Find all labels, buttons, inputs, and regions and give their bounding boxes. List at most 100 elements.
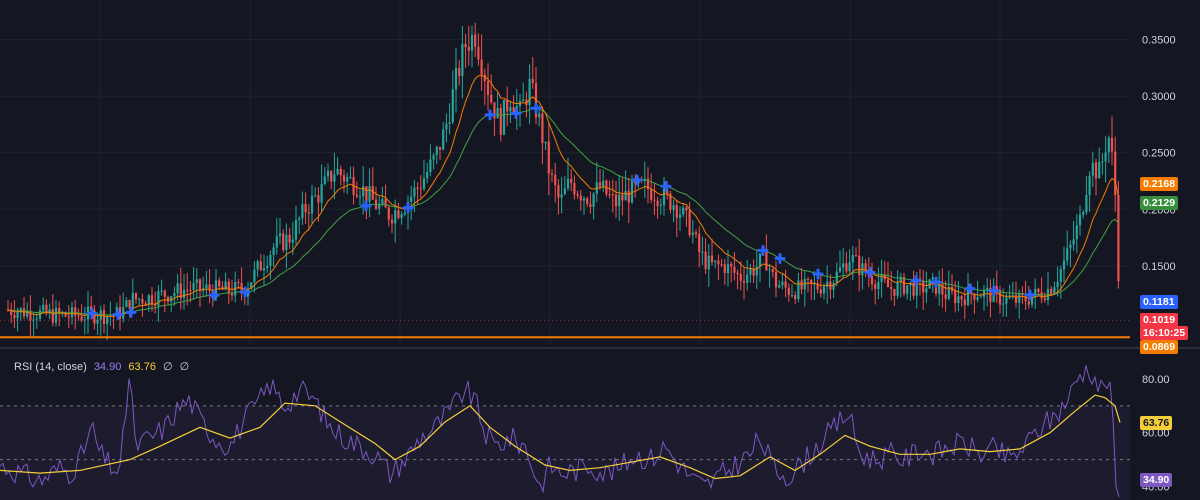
candle-body bbox=[826, 281, 829, 287]
candle-body bbox=[426, 171, 429, 179]
signal-marker[interactable] bbox=[988, 285, 1000, 297]
candle-body bbox=[726, 263, 730, 274]
candle-body bbox=[118, 307, 122, 319]
candle-body bbox=[931, 277, 934, 280]
signal-marker[interactable] bbox=[112, 308, 124, 320]
candle-body bbox=[870, 276, 874, 285]
candle-body bbox=[54, 308, 58, 323]
candle-body bbox=[326, 170, 330, 177]
candle-body bbox=[979, 296, 982, 298]
candle-body bbox=[541, 113, 544, 144]
signal-marker[interactable] bbox=[484, 109, 496, 121]
candle-body bbox=[333, 174, 336, 182]
candle-body bbox=[669, 193, 672, 210]
candle-body bbox=[838, 267, 842, 272]
signal-marker[interactable] bbox=[930, 276, 942, 288]
candle-body bbox=[502, 99, 506, 135]
candle-body bbox=[778, 285, 781, 288]
candle-body bbox=[707, 255, 710, 270]
candle-body bbox=[720, 264, 723, 266]
signal-marker[interactable] bbox=[402, 202, 414, 214]
candle-body bbox=[682, 207, 685, 215]
candle-body bbox=[509, 107, 512, 112]
candle-body bbox=[806, 278, 810, 280]
candle-body bbox=[765, 249, 768, 271]
candle-body bbox=[614, 194, 618, 207]
candle-body bbox=[618, 194, 621, 207]
horizontal-price-line[interactable] bbox=[0, 319, 1130, 339]
signal-marker[interactable] bbox=[864, 266, 876, 278]
candle-body bbox=[13, 314, 16, 319]
signal-marker[interactable] bbox=[774, 252, 786, 264]
signal-marker[interactable] bbox=[239, 286, 251, 298]
candle-body bbox=[128, 300, 131, 309]
signal-marker[interactable] bbox=[208, 289, 220, 301]
candle-body bbox=[963, 299, 966, 306]
candle-body bbox=[278, 233, 282, 237]
candle-body bbox=[573, 183, 576, 195]
signal-marker[interactable] bbox=[660, 180, 672, 192]
signal-marker[interactable] bbox=[964, 283, 976, 295]
candle-body bbox=[202, 288, 205, 291]
rsi-legend[interactable]: RSI (14, close) 34.90 63.76 ∅ ∅ bbox=[14, 360, 193, 373]
signal-marker[interactable] bbox=[631, 174, 643, 186]
candle-body bbox=[602, 180, 605, 187]
candle-body bbox=[816, 283, 819, 290]
candle-body bbox=[371, 186, 374, 200]
candle-body bbox=[45, 304, 48, 314]
candle-body bbox=[1014, 295, 1018, 303]
candle-body bbox=[106, 316, 109, 324]
candle-body bbox=[531, 78, 534, 84]
candle-body bbox=[1002, 303, 1005, 305]
candle-body bbox=[621, 194, 624, 201]
candle-body bbox=[74, 307, 77, 316]
candle-body bbox=[768, 269, 771, 271]
candle-body bbox=[250, 282, 253, 289]
candle-body bbox=[176, 283, 179, 294]
candle-body bbox=[1104, 152, 1107, 162]
price-candles bbox=[6, 22, 1120, 341]
candle-body bbox=[275, 236, 278, 248]
candle-body bbox=[611, 194, 614, 196]
candle-body bbox=[784, 281, 787, 288]
candle-body bbox=[845, 263, 848, 272]
candle-body bbox=[365, 186, 368, 202]
candle-body bbox=[1114, 151, 1117, 196]
signal-marker[interactable] bbox=[125, 306, 137, 318]
candle-body bbox=[650, 189, 653, 200]
candle-body bbox=[662, 188, 666, 205]
signal-marker[interactable] bbox=[812, 268, 824, 280]
candle-body bbox=[48, 309, 51, 314]
candle-body bbox=[390, 219, 394, 224]
signal-marker[interactable] bbox=[360, 200, 372, 212]
candle-body bbox=[432, 155, 435, 160]
signal-marker[interactable] bbox=[510, 108, 522, 120]
candle-body bbox=[259, 261, 262, 271]
candle-body bbox=[739, 273, 742, 281]
candle-body bbox=[506, 99, 509, 112]
candle-body bbox=[1085, 194, 1088, 213]
candle-body bbox=[701, 251, 704, 253]
candle-body bbox=[656, 200, 659, 206]
signal-marker[interactable] bbox=[530, 102, 542, 114]
signal-marker[interactable] bbox=[1024, 289, 1036, 301]
candle-body bbox=[317, 195, 320, 203]
signal-marker[interactable] bbox=[757, 244, 769, 256]
candle-body bbox=[941, 283, 944, 295]
candle-body bbox=[266, 265, 269, 269]
candle-body bbox=[253, 269, 256, 283]
signal-marker[interactable] bbox=[910, 274, 922, 286]
candle-body bbox=[285, 234, 288, 250]
rsi-legend-label: RSI (14, close) bbox=[14, 361, 87, 373]
candle-body bbox=[378, 203, 381, 209]
candle-body bbox=[627, 190, 630, 203]
signal-marker[interactable] bbox=[86, 307, 98, 319]
candle-body bbox=[102, 310, 106, 324]
candle-body bbox=[381, 199, 384, 204]
candle-body bbox=[787, 287, 790, 296]
candle-body bbox=[486, 81, 490, 95]
candle-body bbox=[886, 279, 890, 288]
candle-body bbox=[771, 269, 774, 272]
candle-body bbox=[179, 283, 182, 298]
